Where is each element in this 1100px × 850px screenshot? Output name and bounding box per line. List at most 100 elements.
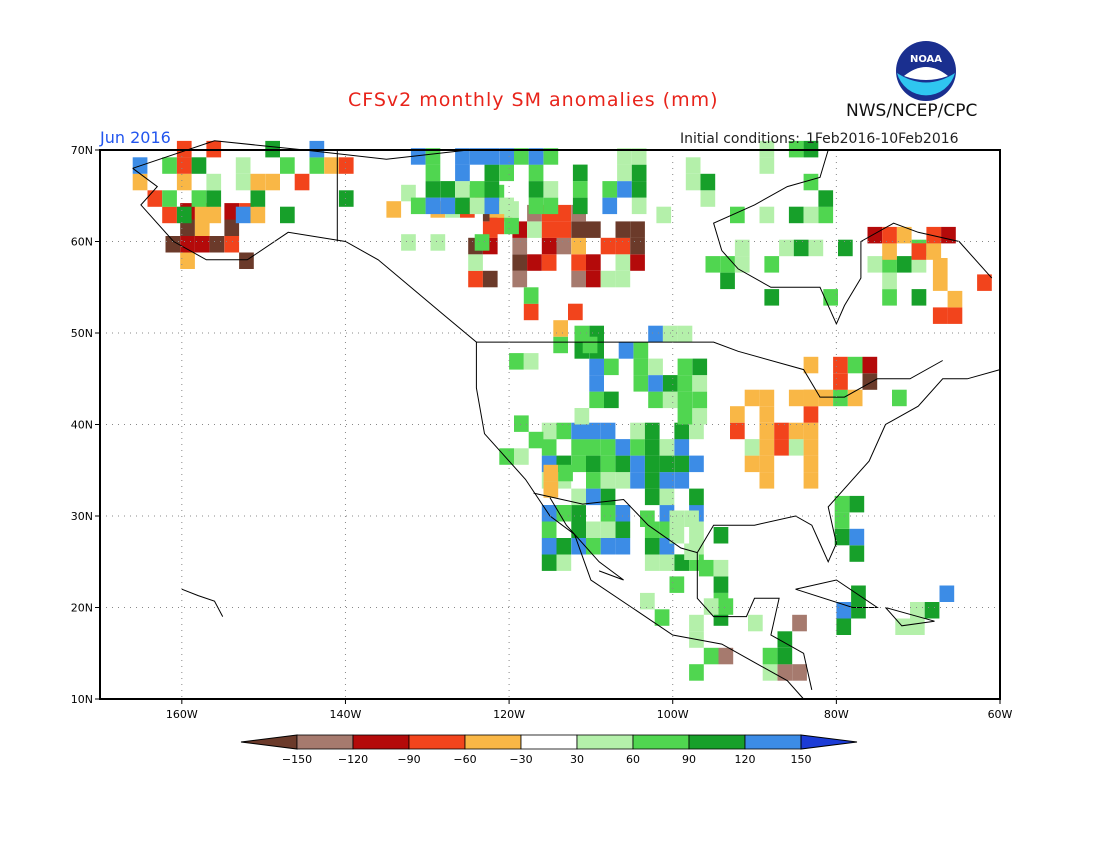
anomaly-cell <box>180 236 195 253</box>
anomaly-cell <box>862 373 878 390</box>
anomaly-cell <box>630 254 645 271</box>
anomaly-cell <box>862 356 878 374</box>
anomaly-cell <box>734 256 750 273</box>
anomaly-cell <box>469 181 485 198</box>
latitude-labels: 70N 60N 50N 40N 30N 20N 10N <box>71 144 100 706</box>
anomaly-cell <box>718 598 734 615</box>
colorbar-swatch <box>296 734 354 750</box>
anomaly-cell <box>541 237 557 255</box>
anomaly-cell <box>834 512 850 529</box>
anomaly-cell <box>425 197 441 215</box>
anomaly-cell <box>541 521 557 538</box>
anomaly-cell <box>586 270 601 288</box>
anomaly-cell <box>644 422 660 440</box>
anomaly-cell <box>882 289 897 306</box>
colorbar-label: −90 <box>397 753 420 766</box>
anomaly-cell <box>703 598 719 615</box>
anomaly-cell <box>924 602 940 619</box>
lon-tick-label: 100W <box>657 708 689 721</box>
anomaly-cell <box>777 647 793 665</box>
anomaly-cell <box>209 236 225 253</box>
anomaly-cell <box>602 197 618 215</box>
lon-tick-label: 160W <box>166 708 198 721</box>
anomaly-cell <box>617 181 632 198</box>
anomaly-cell <box>543 181 559 198</box>
anomaly-cell <box>720 256 735 273</box>
anomaly-cell <box>941 226 956 244</box>
anomaly-cell <box>713 527 729 544</box>
anomaly-cell <box>631 148 647 165</box>
lon-tick-label: 80W <box>824 708 849 721</box>
anomaly-cell <box>896 226 912 244</box>
coastline-segment <box>795 579 879 608</box>
anomaly-cell <box>425 148 441 165</box>
anomaly-cell <box>541 422 557 440</box>
anomaly-cell <box>586 422 601 440</box>
lat-tick-label: 20N <box>71 602 93 615</box>
anomaly-cell <box>648 391 663 409</box>
anomaly-cell <box>792 664 807 681</box>
anomaly-cell <box>556 505 572 522</box>
initial-conditions-label: Initial conditions: <box>680 131 800 147</box>
anomaly-cell <box>250 173 266 191</box>
anomaly-cell <box>474 234 490 251</box>
anomaly-cell <box>911 256 927 273</box>
anomaly-cell <box>939 585 955 602</box>
anomaly-cell <box>469 197 485 215</box>
anomaly-cell <box>410 197 426 215</box>
colorbar-swatch <box>520 734 578 750</box>
anomaly-cell <box>484 164 500 182</box>
anomaly-cell <box>401 184 416 202</box>
anomaly-cell <box>235 206 251 224</box>
anomaly-cell <box>541 254 557 271</box>
anomaly-cell <box>553 320 568 337</box>
anomaly-cell <box>932 258 948 275</box>
colorbar-label: 90 <box>682 753 696 766</box>
anomaly-cell <box>730 406 745 423</box>
anomaly-cell <box>191 190 207 207</box>
anomaly-cell <box>698 559 714 577</box>
anomaly-cell <box>803 389 819 407</box>
anomaly-cell <box>633 342 649 359</box>
anomaly-cell <box>430 234 446 251</box>
anomaly-cell <box>689 664 704 681</box>
noaa-logo: NOAA <box>896 41 956 101</box>
anomaly-cell <box>911 243 927 260</box>
anomaly-cell <box>932 307 948 324</box>
anomaly-cell <box>748 614 763 632</box>
valid-month: Jun 2016 <box>100 128 171 147</box>
anomaly-cell <box>720 272 735 290</box>
colorbar-swatch <box>408 734 466 750</box>
anomaly-cell <box>644 488 660 506</box>
anomaly-cell <box>640 510 655 527</box>
anomaly-cell <box>191 157 207 174</box>
anomaly-cell <box>410 148 426 165</box>
anomaly-cell <box>543 148 559 165</box>
anomaly-cell <box>586 221 601 238</box>
anomaly-cell <box>774 439 789 456</box>
anomaly-cell <box>685 157 701 174</box>
anomaly-cell <box>659 439 675 456</box>
anomaly-cell <box>600 455 616 473</box>
anomaly-cell <box>630 455 645 473</box>
anomaly-cell <box>851 585 866 602</box>
anomaly-cell <box>644 472 660 489</box>
anomaly-cell <box>615 505 631 522</box>
anomaly-cell <box>818 190 834 207</box>
anomaly-cell <box>401 234 416 251</box>
colorbar-swatch <box>352 734 410 750</box>
anomaly-cell <box>455 181 470 198</box>
anomaly-cell <box>792 614 807 632</box>
anomaly-cell <box>654 609 670 626</box>
anomaly-cell <box>482 270 498 288</box>
anomaly-cell <box>600 422 616 440</box>
anomaly-cell <box>265 173 280 191</box>
anomaly-cell <box>932 274 948 291</box>
anomaly-cell <box>762 647 778 665</box>
anomaly-cell <box>602 181 618 198</box>
anomaly-cell <box>543 464 559 482</box>
anomaly-cell <box>910 618 925 635</box>
anomaly-cell <box>541 221 557 238</box>
anomaly-cell <box>977 274 992 291</box>
anomaly-cell <box>759 455 775 473</box>
